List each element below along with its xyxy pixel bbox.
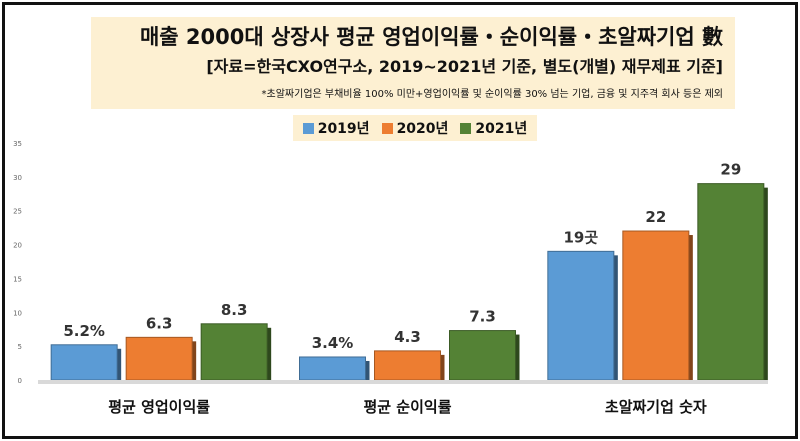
- bar: [50, 344, 118, 381]
- legend-label-2020: 2020년: [396, 121, 449, 137]
- data-label: 5.2%: [63, 322, 105, 340]
- legend-label-2021: 2021년: [475, 121, 528, 137]
- data-label: 7.3: [469, 308, 496, 326]
- chart-title: 매출 2000대 상장사 평균 영업이익률・순이익률・초알짜기업 數: [139, 25, 723, 49]
- data-label: 3.4%: [312, 334, 354, 352]
- bar: [622, 230, 690, 381]
- y-tick-label: 20: [13, 242, 22, 250]
- x-category-label: 평균 영업이익률: [108, 398, 210, 416]
- legend-item-2019: 2019년: [302, 118, 370, 138]
- legend-label-2019: 2019년: [317, 121, 370, 137]
- data-label: 22: [645, 208, 666, 226]
- x-category-label: 초알짜기업 숫자: [605, 398, 707, 416]
- bar: [449, 330, 516, 381]
- y-tick-label: 10: [13, 309, 22, 317]
- y-tick-label: 25: [13, 208, 22, 216]
- legend-swatch-2019: [302, 122, 314, 134]
- data-label: 29: [720, 161, 741, 179]
- baseline-floor: [38, 380, 768, 384]
- data-label: 4.3: [394, 328, 421, 346]
- legend-item-2020: 2020년: [381, 118, 449, 138]
- bar: [697, 183, 765, 381]
- chart-subtitle: [자료=한국CXO연구소, 2019~2021년 기준, 별도(개별) 재무제표…: [206, 57, 723, 76]
- legend-swatch-2020: [381, 122, 393, 134]
- title-box: 매출 2000대 상장사 평균 영업이익률・순이익률・초알짜기업 數 [자료=한…: [91, 17, 735, 109]
- legend-item-2021: 2021년: [460, 118, 527, 138]
- data-label: 6.3: [146, 314, 173, 332]
- bar: [547, 250, 615, 381]
- bar: [200, 323, 268, 381]
- data-label: 19곳: [563, 228, 598, 246]
- data-label: 8.3: [221, 301, 248, 319]
- legend: 2019년 2020년 2021년: [293, 115, 537, 141]
- legend-swatch-2021: [460, 122, 472, 134]
- x-category-label: 평균 순이익률: [363, 398, 451, 416]
- y-tick-label: 35: [13, 140, 22, 148]
- y-tick-label: 30: [13, 174, 22, 182]
- bar: [299, 356, 366, 381]
- y-tick-label: 0: [18, 377, 22, 385]
- chart-note: *초알짜기업은 부채비율 100% 미만+영업이익률 및 순이익률 30% 넘는…: [261, 89, 723, 100]
- y-tick-label: 15: [13, 275, 22, 283]
- bar: [125, 336, 193, 381]
- y-tick-label: 5: [18, 343, 22, 351]
- bar: [374, 350, 441, 381]
